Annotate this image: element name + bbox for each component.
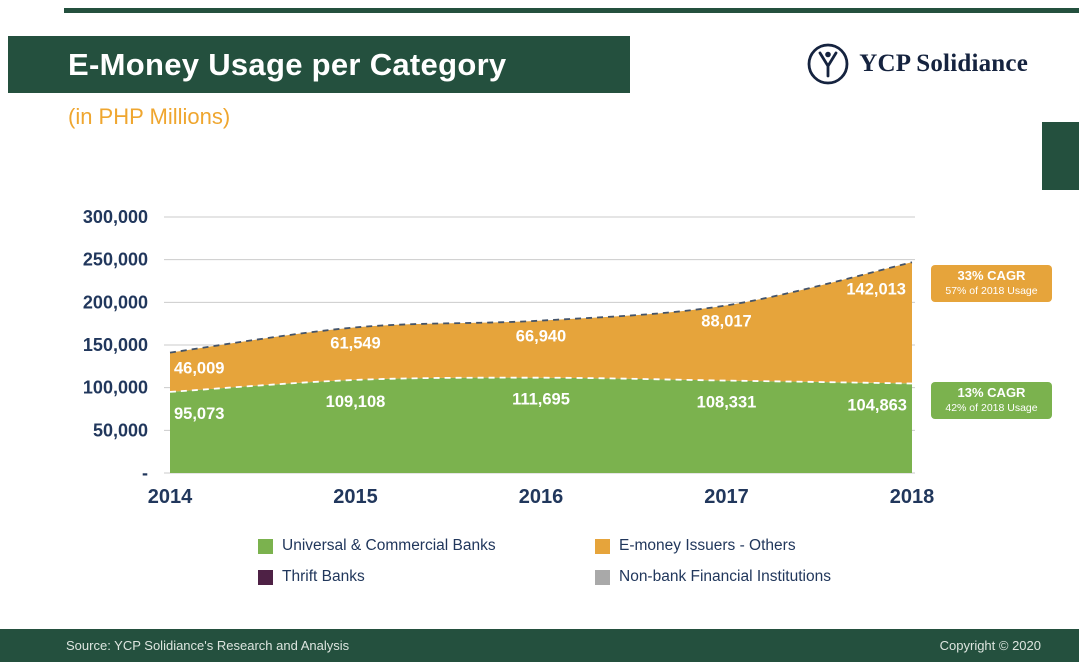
y-tick-label: -	[142, 463, 148, 483]
legend-label: Universal & Commercial Banks	[282, 537, 496, 554]
legend-swatch	[258, 569, 273, 585]
source-note: Source: YCP Solidiance's Research and An…	[66, 638, 350, 653]
cagr-detail: 42% of 2018 Usage	[945, 402, 1038, 415]
cagr-value: 33% CAGR	[957, 268, 1026, 284]
legend-item: Thrift Banks	[258, 568, 595, 586]
series-boundary-line	[169, 376, 913, 393]
cagr-detail: 57% of 2018 Usage	[945, 285, 1038, 298]
value-label: 61,549	[330, 334, 380, 352]
chart-legend: Universal & Commercial Banks E-money Issu…	[258, 537, 831, 586]
cagr-value: 13% CAGR	[957, 385, 1026, 401]
value-label: 46,009	[174, 360, 224, 378]
value-label: 109,108	[326, 393, 386, 411]
title-banner: E-Money Usage per Category	[8, 36, 630, 93]
ycp-logo-icon	[807, 43, 849, 85]
legend-label: E-money Issuers - Others	[619, 537, 796, 554]
legend-label: Thrift Banks	[282, 568, 365, 585]
y-tick-label: 200,000	[83, 292, 148, 312]
legend-swatch	[595, 538, 610, 554]
brand-name: YCP Solidiance	[859, 50, 1028, 77]
value-label: 95,073	[174, 405, 224, 423]
area-universal-commercial-banks	[170, 377, 912, 473]
value-label: 142,013	[846, 280, 906, 298]
legend-item: E-money Issuers - Others	[595, 537, 831, 555]
y-tick-label: 250,000	[83, 250, 148, 270]
y-tick-label: 150,000	[83, 335, 148, 355]
chart-subtitle: (in PHP Millions)	[68, 104, 231, 129]
y-tick-label: 50,000	[93, 420, 148, 440]
legend-item: Universal & Commercial Banks	[258, 537, 595, 555]
legend-swatch	[258, 538, 273, 554]
page-title: E-Money Usage per Category	[68, 46, 507, 82]
value-label: 66,940	[516, 328, 566, 346]
copyright-note: Copyright © 2020	[939, 638, 1041, 653]
y-tick-label: 300,000	[83, 207, 148, 227]
x-tick-label: 2017	[704, 486, 749, 508]
cagr-badge-emoney-issuers: 33% CAGR 57% of 2018 Usage	[931, 265, 1052, 302]
side-accent-tab	[1042, 122, 1079, 190]
x-tick-label: 2014	[148, 486, 193, 508]
slide-footer: Source: YCP Solidiance's Research and An…	[0, 629, 1079, 662]
x-tick-label: 2016	[519, 486, 564, 508]
value-label: 108,331	[697, 394, 757, 412]
brand-logo: YCP Solidiance	[806, 42, 1028, 86]
legend-item: Non-bank Financial Institutions	[595, 568, 831, 586]
x-tick-label: 2018	[890, 486, 935, 508]
legend-swatch	[595, 569, 610, 585]
value-label: 104,863	[847, 397, 907, 415]
area-emoney-issuers-others	[170, 262, 912, 392]
top-accent-bar	[64, 8, 1079, 13]
value-label: 111,695	[512, 391, 570, 409]
emoney-top-boundary-line	[169, 261, 913, 354]
x-tick-label: 2015	[333, 486, 378, 508]
legend-label: Non-bank Financial Institutions	[619, 568, 831, 585]
value-label: 88,017	[701, 312, 751, 330]
cagr-badge-universal-banks: 13% CAGR 42% of 2018 Usage	[931, 382, 1052, 419]
y-tick-label: 100,000	[83, 378, 148, 398]
